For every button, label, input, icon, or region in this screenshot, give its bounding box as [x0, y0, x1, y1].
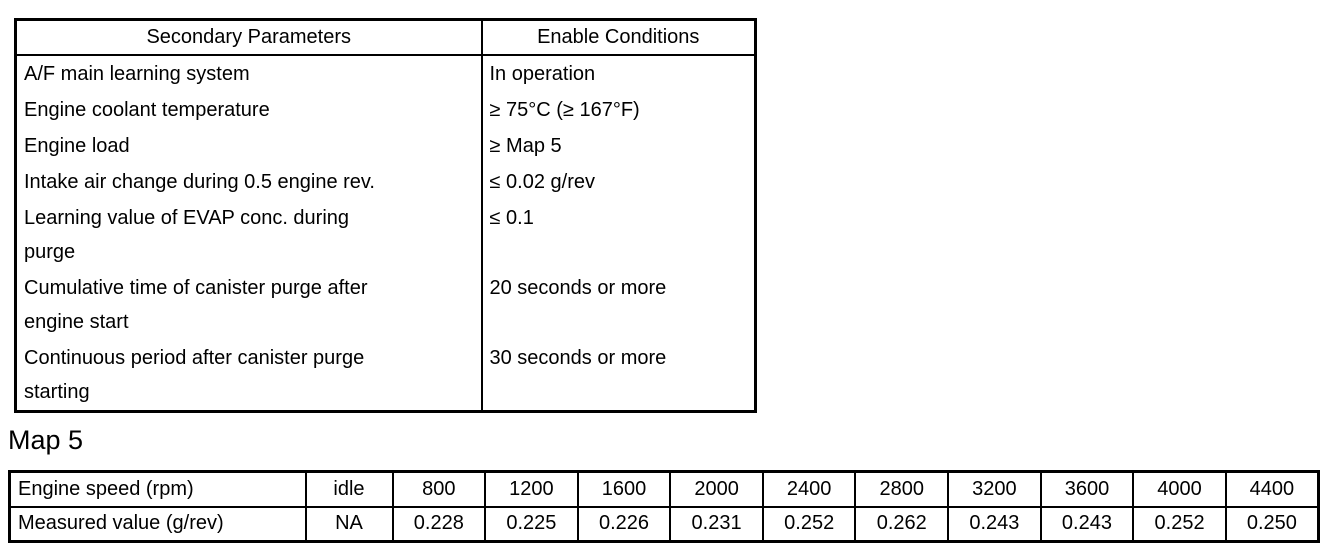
row-label-engine-speed: Engine speed (rpm): [8, 470, 307, 508]
table-header-row: Secondary Parameters Enable Conditions: [15, 19, 756, 56]
parameter-cell: Engine load: [15, 127, 483, 164]
measured-value-cell: 0.250: [1224, 505, 1320, 543]
measured-value-cell: 0.231: [669, 505, 764, 543]
measured-value-cell: 0.243: [947, 505, 1042, 543]
engine-speed-cell: idle: [304, 470, 394, 508]
measured-value-cell: NA: [304, 505, 394, 543]
condition-cell: ≥ Map 5: [489, 134, 562, 157]
engine-speed-cell: 800: [391, 470, 487, 508]
engine-speed-cell: 4000: [1132, 470, 1227, 508]
parameter-cell: Intake air change during 0.5 engine rev.: [15, 163, 483, 200]
measured-value-cell: 0.228: [391, 505, 487, 543]
engine-speed-cell: 3600: [1039, 470, 1135, 508]
engine-speed-row: Engine speed (rpm) idle 800 1200 1600 20…: [8, 470, 1320, 508]
table-row: Intake air change during 0.5 engine rev.…: [15, 163, 756, 200]
header-secondary-parameters: Secondary Parameters: [15, 19, 483, 56]
parameter-cell: Learning value of EVAP conc. during purg…: [15, 199, 483, 270]
measured-value-cell: 0.252: [1132, 505, 1227, 543]
condition-cell: 20 seconds or more: [489, 276, 667, 299]
condition-cell: 30 seconds or more: [489, 346, 667, 369]
engine-speed-cell: 2000: [669, 470, 764, 508]
measured-value-cell: 0.226: [576, 505, 672, 543]
engine-speed-cell: 2400: [761, 470, 857, 508]
condition-cell: ≤ 0.02 g/rev: [489, 170, 595, 193]
measured-value-cell: 0.243: [1039, 505, 1135, 543]
parameter-cell: Continuous period after canister purge s…: [15, 339, 483, 411]
engine-speed-cell: 1600: [576, 470, 672, 508]
engine-speed-cell: 2800: [854, 470, 950, 508]
map5-table: Engine speed (rpm) idle 800 1200 1600 20…: [8, 470, 1320, 543]
measured-value-row: Measured value (g/rev) NA 0.228 0.225 0.…: [8, 505, 1320, 543]
measured-value-cell: 0.225: [484, 505, 579, 543]
parameter-cell: Cumulative time of canister purge after …: [15, 269, 483, 340]
secondary-parameters-table: Secondary Parameters Enable Conditions A…: [14, 18, 757, 413]
engine-speed-cell: 4400: [1224, 470, 1320, 508]
engine-speed-cell: 3200: [947, 470, 1042, 508]
table-row: Cumulative time of canister purge after …: [15, 269, 756, 340]
header-enable-conditions: Enable Conditions: [481, 19, 756, 56]
table-row: Continuous period after canister purge s…: [15, 339, 756, 411]
condition-cell: In operation: [489, 62, 596, 85]
measured-value-cell: 0.252: [761, 505, 857, 543]
parameter-cell: Engine coolant temperature: [15, 91, 483, 128]
condition-cell: ≤ 0.1: [489, 206, 534, 229]
table-row: Learning value of EVAP conc. during purg…: [15, 199, 756, 270]
parameter-cell: A/F main learning system: [15, 54, 483, 92]
condition-cell: ≥ 75°C (≥ 167°F): [489, 98, 640, 121]
table-row: Engine coolant temperature ≥ 75°C (≥ 167…: [15, 91, 756, 128]
table-row: A/F main learning system In operation: [15, 54, 756, 92]
map5-heading: Map 5: [8, 425, 84, 455]
row-label-measured-value: Measured value (g/rev): [8, 505, 307, 543]
engine-speed-cell: 1200: [484, 470, 579, 508]
table-row: Engine load ≥ Map 5: [15, 127, 756, 164]
measured-value-cell: 0.262: [854, 505, 950, 543]
